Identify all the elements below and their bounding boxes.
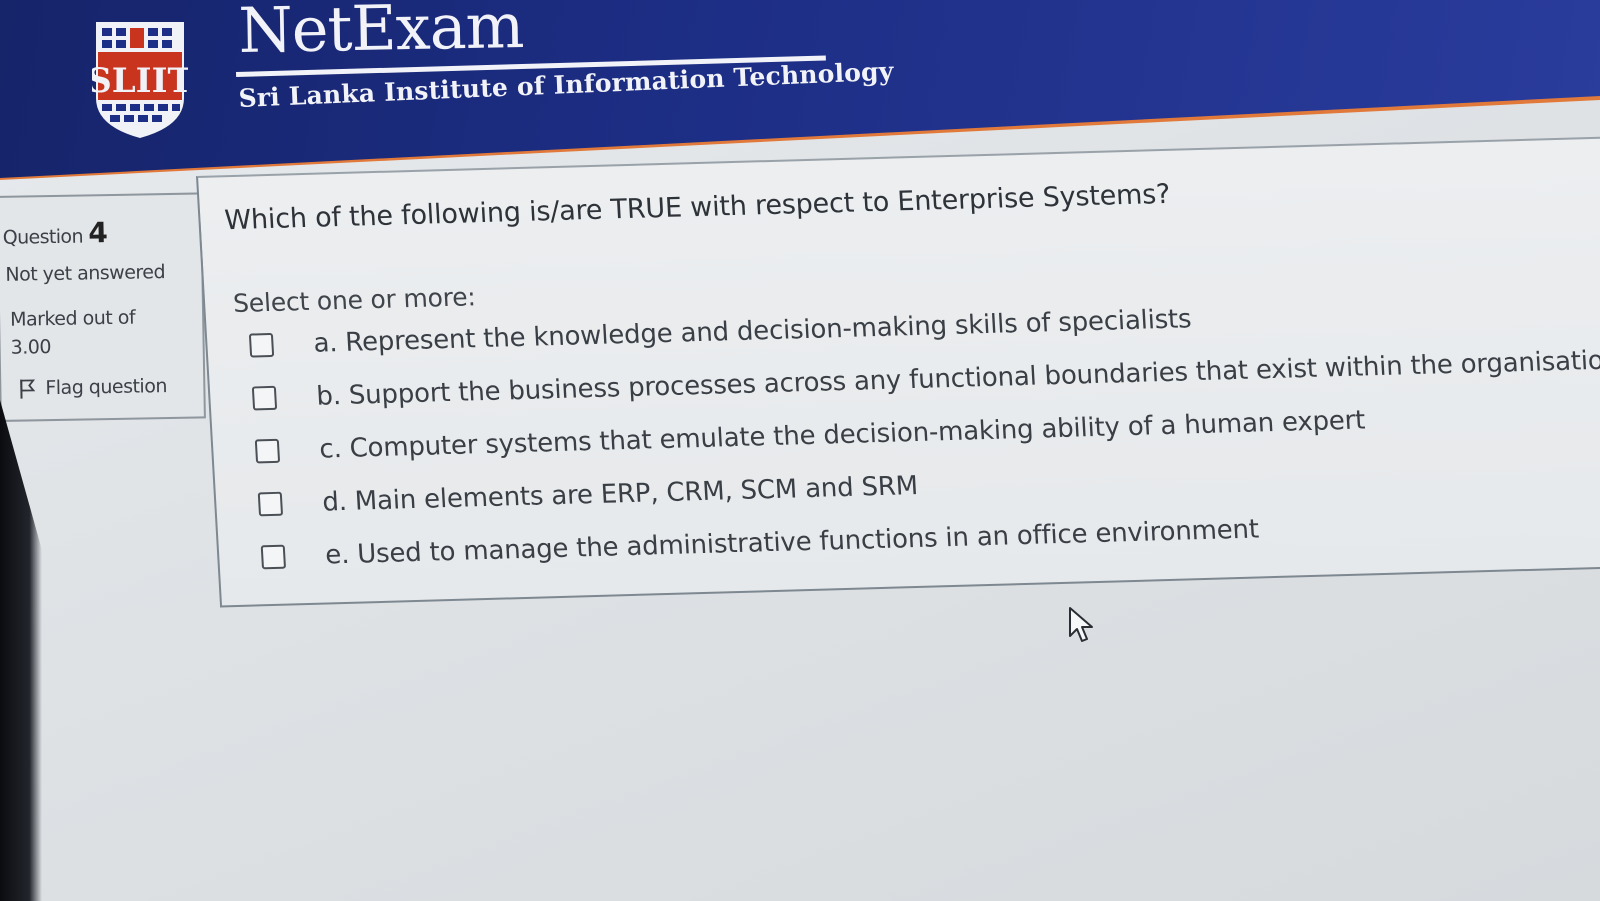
sliit-logo: SLIIT	[92, 22, 188, 138]
marks-value: 3.00	[10, 336, 52, 359]
answer-option-d[interactable]: d. Main elements are ERP, CRM, SCM and S…	[257, 470, 919, 519]
question-number-value: 4	[88, 216, 109, 250]
screen-bezel	[0, 400, 42, 901]
answer-option-c[interactable]: c. Computer systems that emulate the dec…	[254, 405, 1366, 466]
marked-label: Marked out of	[9, 306, 136, 331]
answer-checkbox-d[interactable]	[257, 491, 284, 517]
mouse-pointer-icon	[1069, 607, 1093, 642]
flag-question-link[interactable]: Flag question	[17, 375, 167, 400]
question-state: Not yet answered	[5, 261, 166, 286]
answer-label-e[interactable]: e. Used to manage the administrative fun…	[324, 514, 1260, 571]
answer-checkbox-c[interactable]	[254, 438, 281, 464]
answer-checkbox-b[interactable]	[251, 385, 278, 411]
app-title: NetExam	[237, 0, 524, 67]
flag-icon	[20, 379, 36, 399]
flag-question-label: Flag question	[45, 375, 168, 400]
answer-label-a[interactable]: a. Represent the knowledge and decision-…	[312, 304, 1193, 359]
answer-option-e[interactable]: e. Used to manage the administrative fun…	[260, 514, 1260, 572]
question-number-label: Question	[2, 225, 84, 249]
question-number: Question 4	[2, 216, 109, 251]
question-marks: Marked out of 3.00	[10, 303, 191, 362]
answer-checkbox-a[interactable]	[248, 332, 275, 358]
answer-option-b[interactable]: b. Support the business processes across…	[251, 345, 1600, 414]
question-box: Which of the following is/are TRUE with …	[196, 136, 1600, 608]
answer-label-b[interactable]: b. Support the business processes across…	[315, 345, 1600, 412]
question-info-panel: Question 4 Not yet answered Marked out o…	[0, 192, 206, 422]
answer-prompt: Select one or more:	[232, 282, 477, 318]
logo-text: SLIIT	[92, 61, 188, 101]
answer-label-c[interactable]: c. Computer systems that emulate the dec…	[318, 405, 1366, 465]
question-text: Which of the following is/are TRUE with …	[223, 178, 1171, 237]
answer-label-d[interactable]: d. Main elements are ERP, CRM, SCM and S…	[321, 470, 919, 518]
answer-checkbox-e[interactable]	[260, 544, 287, 570]
